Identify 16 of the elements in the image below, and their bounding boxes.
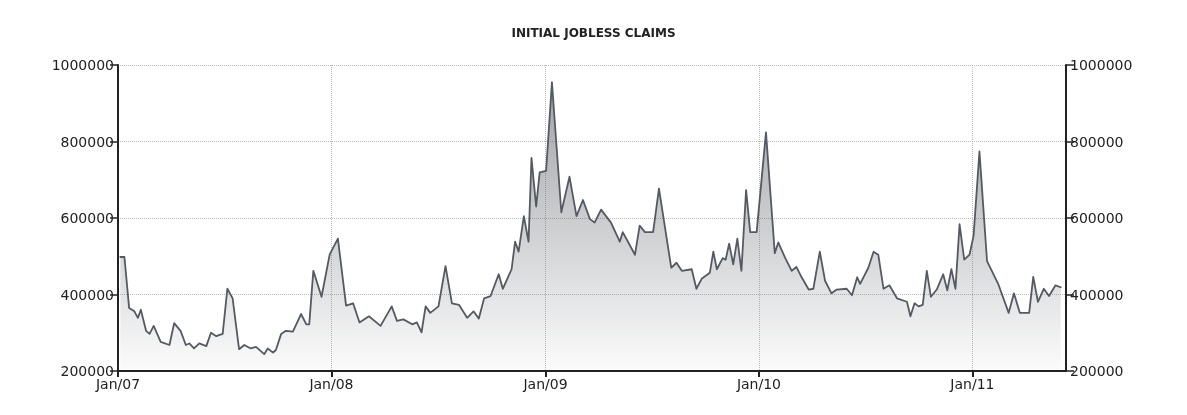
- chart-title: INITIAL JOBLESS CLAIMS: [511, 26, 676, 40]
- y-tick-label: 800000: [60, 133, 114, 150]
- y-tick-label: 600000: [60, 210, 114, 226]
- x-tick-label: Jan/10: [735, 376, 782, 392]
- y2-tick-label: 200000: [1070, 363, 1124, 379]
- y2-tick-label: 600000: [1070, 210, 1124, 226]
- y-tick-label: 400000: [60, 286, 114, 303]
- y2-tick-label: 1000000: [1070, 57, 1133, 73]
- y2-tick-label: 400000: [1070, 286, 1124, 303]
- y-tick-label: 200000: [60, 363, 114, 379]
- x-tick-label: Jan/08: [308, 376, 354, 392]
- x-tick-label: Jan/07: [94, 376, 141, 392]
- y2-tick-label: 800000: [1070, 133, 1124, 150]
- x-tick-label: Jan/11: [949, 376, 995, 392]
- y-tick-label: 1000000: [51, 57, 114, 73]
- x-tick-label: Jan/09: [522, 376, 568, 392]
